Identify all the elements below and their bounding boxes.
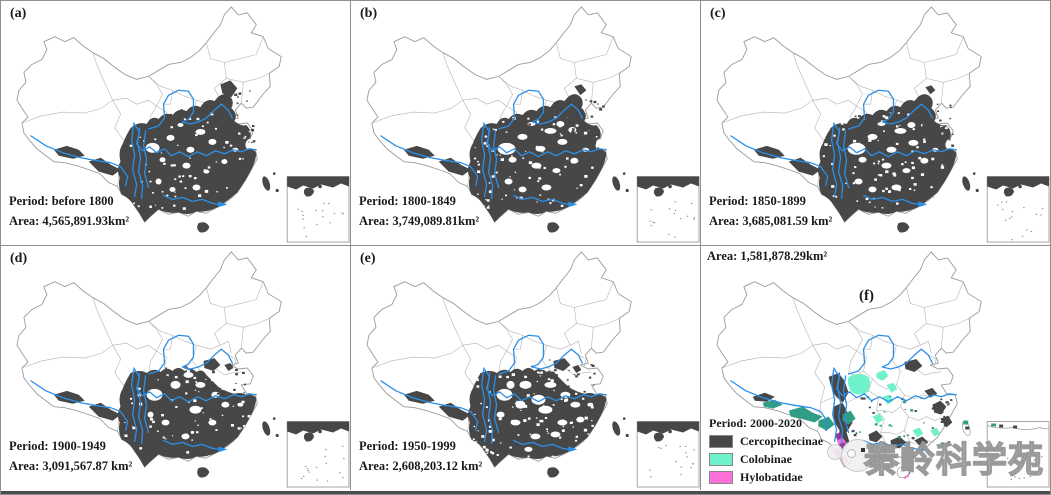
panel-a-caption: Period: before 1800 Area: 4,565,891.93km…: [9, 192, 129, 231]
panel-e-period: Period: 1950-1999: [359, 439, 456, 454]
hylobatidae-swatch: [709, 471, 733, 484]
south-china-sea-inset: [986, 421, 1050, 488]
china-map-a: [16, 6, 350, 243]
watermark-text: 秦岭科学苑: [863, 440, 1045, 480]
south-china-sea-inset: [636, 176, 700, 243]
panel-e: (e) Period: 1950-1999 Area: 2,608,203.12…: [351, 246, 701, 490]
pearl-river-delta: [918, 446, 928, 453]
panel-e-caption: Period: 1950-1999 Area: 2,608,203.12 km²: [359, 437, 482, 476]
panel-a: (a) Period: before 1800 Area: 4,565,891.…: [1, 1, 351, 246]
rivers-layer: [30, 89, 257, 205]
panel-d: (d) Period: 1900-1949 Area: 3,091,567.87…: [1, 246, 351, 490]
colobinae-label: Colobinae: [740, 452, 793, 466]
south-china-sea-inset: [636, 421, 700, 488]
panel-b-label: (b): [360, 6, 378, 21]
panel-e-area: Area: 2,608,203.12 km²: [359, 458, 483, 473]
panel-c-area: Area: 3,685,081.59 km²: [709, 213, 833, 228]
south-china-sea-inset: [286, 421, 350, 488]
panel-e-label: (e): [360, 251, 376, 266]
rivers-layer: [30, 334, 257, 450]
panel-d-area: Area: 3,091,567.87 km²: [9, 458, 133, 473]
rivers-layer: [380, 89, 607, 205]
south-china-sea-inset: [286, 176, 350, 243]
panel-b-area: Area: 3,749,089.81km²: [359, 213, 480, 228]
hylobatidae-label: Hylobatidae: [740, 470, 803, 484]
cercopithecinae-label: Cercopithecinae: [740, 434, 824, 448]
pearl-river-delta: [568, 446, 578, 453]
pearl-river-delta: [568, 201, 578, 208]
pearl-river-delta: [218, 446, 228, 453]
figure-bottom-border: [1, 491, 1050, 494]
south-china-sea-inset: [986, 176, 1050, 243]
distribution-layer: [403, 84, 629, 233]
pearl-river-delta: [918, 201, 928, 208]
panel-c-period: Period: 1850-1899: [709, 194, 806, 209]
panel-f-area: Area: 1,581,878.29km²: [707, 249, 828, 263]
panel-f-label: (f): [859, 288, 874, 304]
panel-f: Area: 1,581,878.29km² (f) Period: 2000-2…: [701, 246, 1050, 490]
panel-b-period: Period: 1800-1849: [359, 194, 456, 209]
panel-d-label: (d): [10, 251, 28, 266]
china-map-d: [16, 251, 350, 488]
panel-d-period: Period: 1900-1949: [9, 439, 106, 454]
panel-a-period: Period: before 1800: [9, 194, 114, 209]
rivers-layer: [380, 334, 607, 450]
legend-row-cercopithecinae: Cercopithecinae: [709, 434, 823, 449]
watermark-logo-icon: [841, 439, 874, 472]
legend-row-colobinae: Colobinae: [709, 452, 823, 467]
pearl-river-delta: [218, 201, 228, 208]
panel-a-area: Area: 4,565,891.93km²: [9, 213, 130, 228]
panel-d-caption: Period: 1900-1949 Area: 3,091,567.87 km²: [9, 437, 132, 476]
panel-b-caption: Period: 1800-1849 Area: 3,749,089.81km²: [359, 192, 479, 231]
panel-c-label: (c): [710, 6, 726, 21]
legend-period: Period: 2000-2020: [709, 416, 802, 430]
watermark-logo-snout: [847, 449, 856, 458]
china-map-c: [716, 6, 1050, 243]
china-map-f: [716, 251, 1050, 488]
watermark-logo-eye: [861, 448, 865, 452]
rivers-layer: [730, 334, 957, 450]
distribution-layer: [753, 85, 979, 233]
panel-c: (c) Period: 1850-1899 Area: 3,685,081.59…: [701, 1, 1050, 246]
china-map-e: [366, 251, 700, 488]
colobinae-swatch: [709, 453, 733, 466]
panel-a-label: (a): [10, 6, 27, 21]
distribution-layer: [53, 80, 279, 233]
cercopithecinae-swatch: [709, 435, 733, 448]
legend: Period: 2000-2020 Cercopithecinae Colobi…: [709, 416, 823, 485]
panel-c-caption: Period: 1850-1899 Area: 3,685,081.59 km²: [709, 192, 832, 231]
china-map-b: [366, 6, 700, 243]
distribution-layer: [53, 358, 279, 478]
legend-row-hylobatidae: Hylobatidae: [709, 470, 823, 485]
distribution-layer: [403, 358, 629, 478]
panel-b: (b) Period: 1800-1849 Area: 3,749,089.81…: [351, 1, 701, 246]
rivers-layer: [730, 89, 957, 205]
